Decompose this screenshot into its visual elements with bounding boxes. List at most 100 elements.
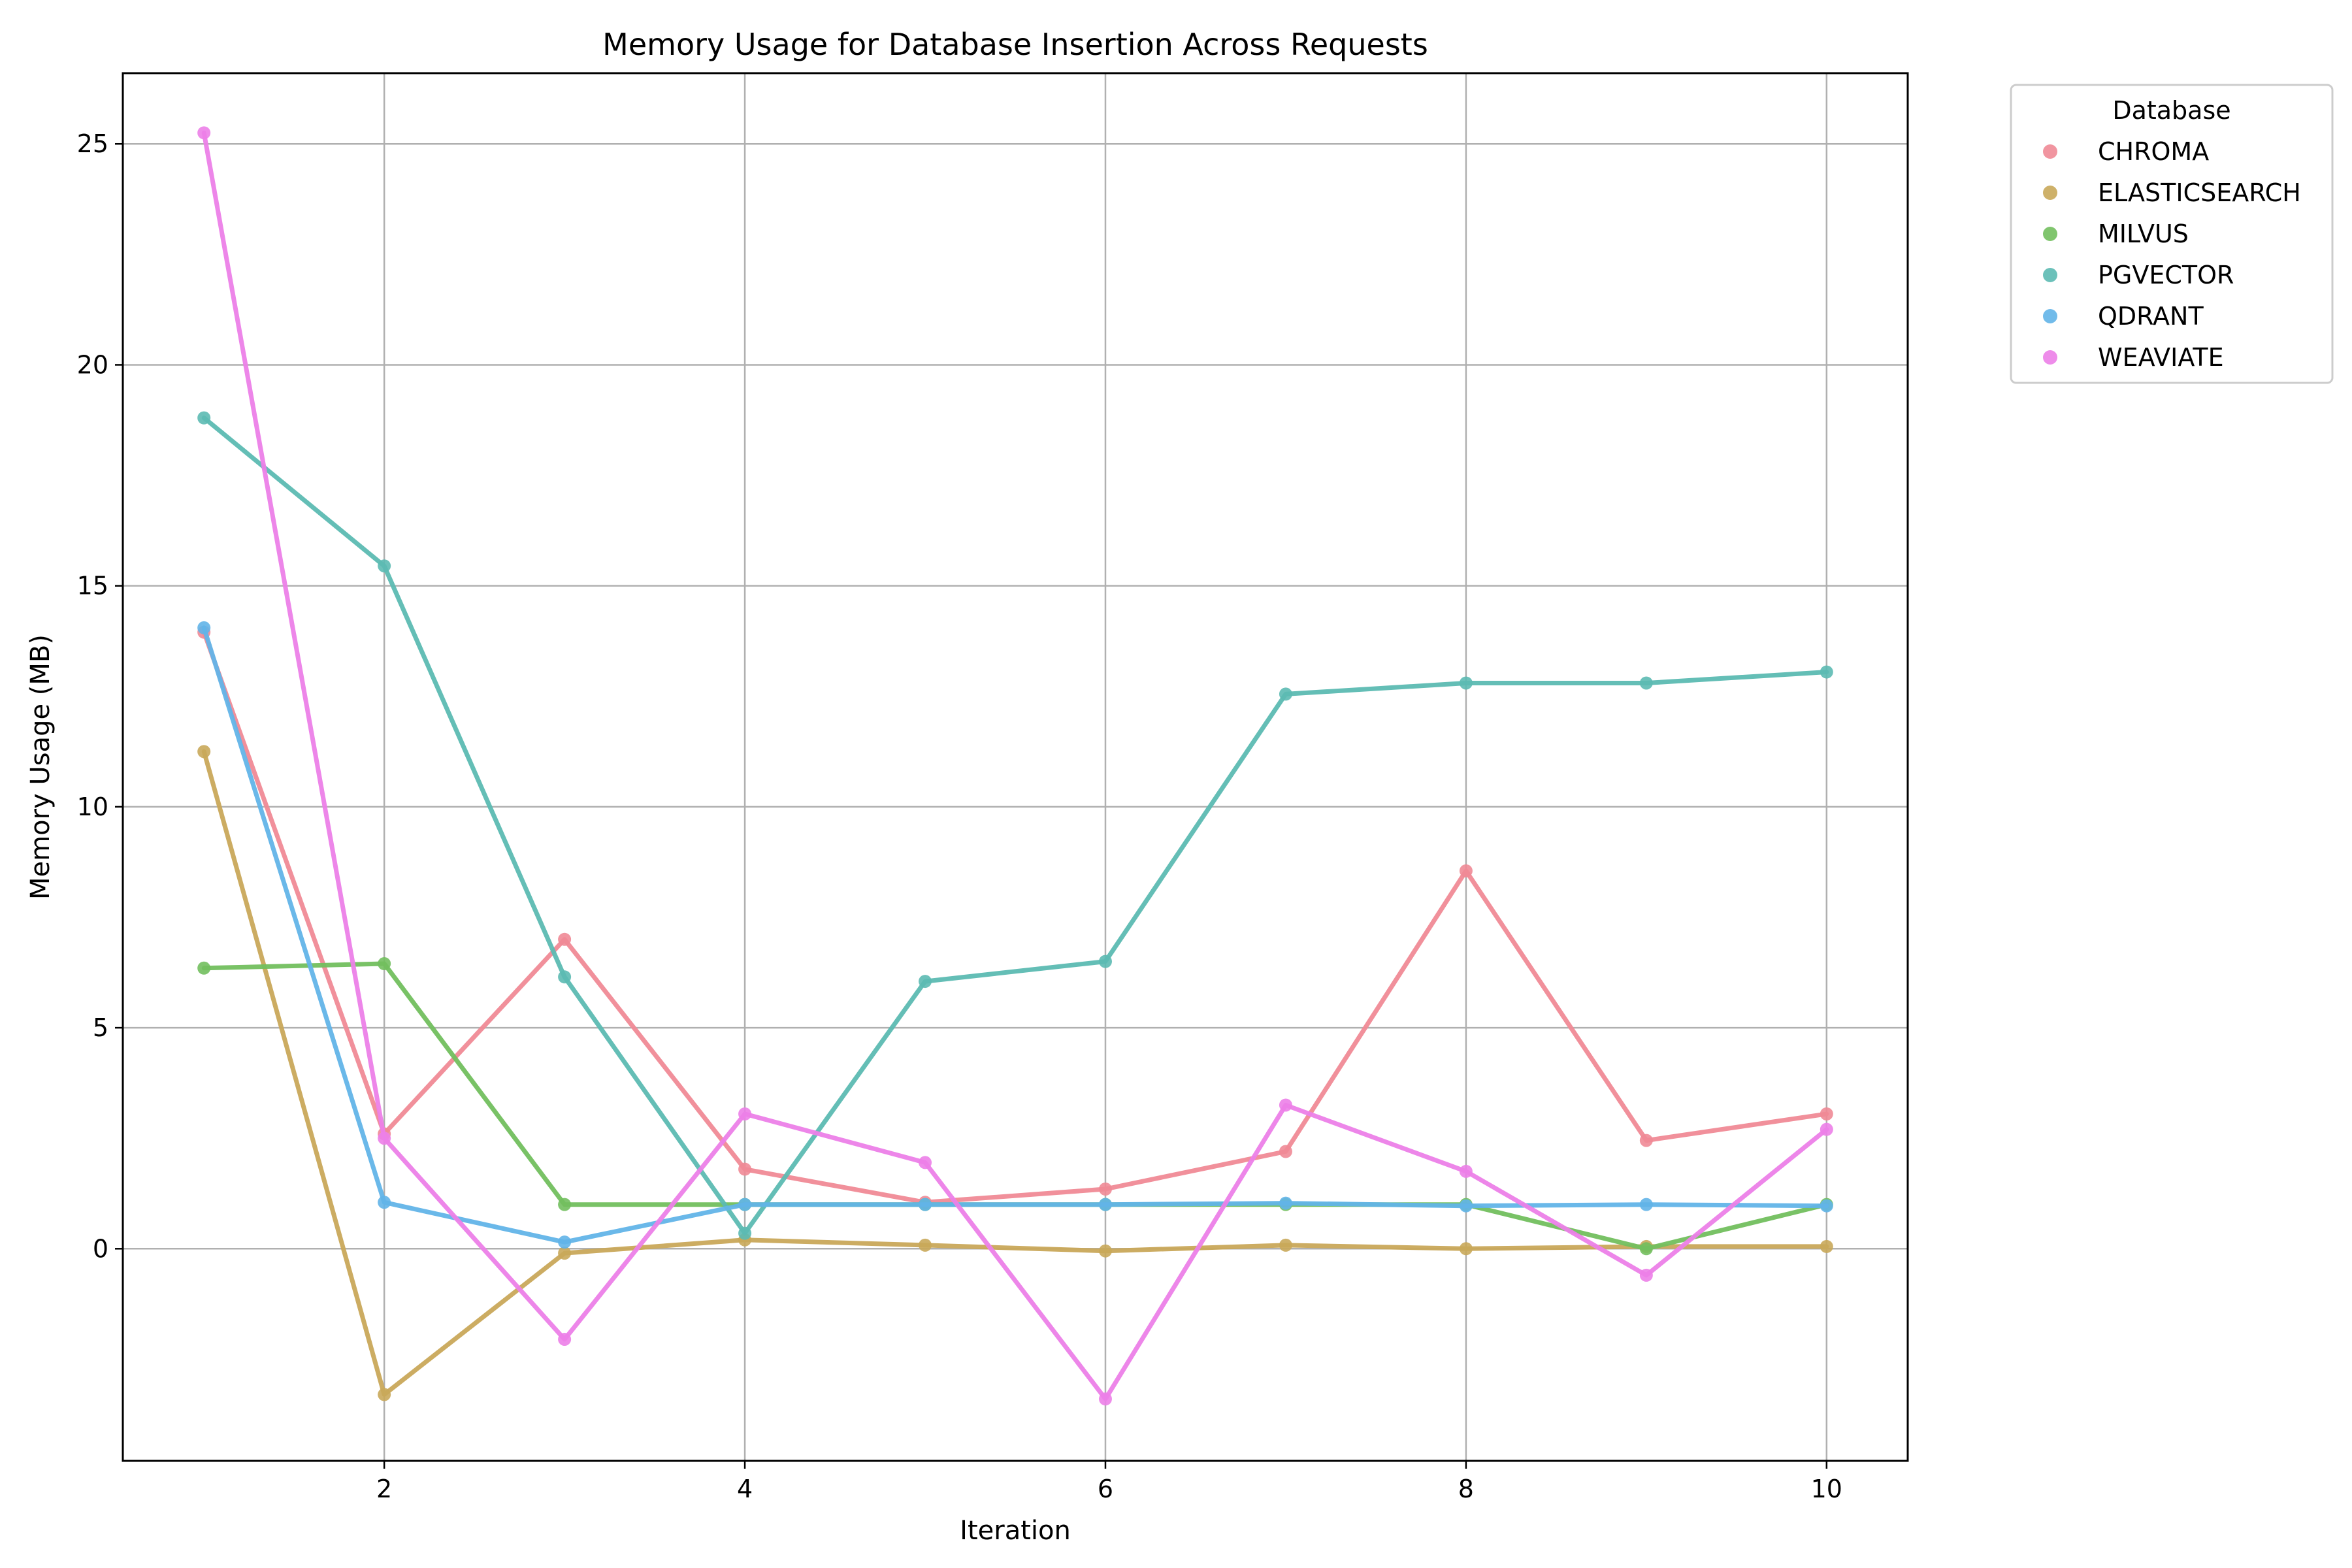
series-line [201,630,1829,1205]
legend-marker [2043,227,2057,241]
data-point [1279,1196,1292,1210]
data-point [1098,1244,1112,1258]
chart-title: Memory Usage for Database Insertion Acro… [602,27,1428,62]
y-axis-label: Memory Usage (MB) [25,634,56,900]
data-point [1639,1134,1653,1147]
data-point [197,126,211,140]
legend-box [2010,84,2334,384]
data-point [1459,676,1473,690]
data-point [558,970,572,984]
legend-item: CHROMA [2043,137,2209,166]
data-point [197,961,211,975]
data-point [738,1162,752,1176]
series-pgvector [197,411,1833,1240]
plot-frame [122,72,1909,1462]
series-weaviate [197,126,1833,1406]
legend-label: QDRANT [2098,302,2204,331]
data-point [1639,676,1653,690]
data-point [378,1132,391,1145]
data-point [558,932,572,946]
legend-item: WEAVIATE [2043,343,2224,372]
legend-items: CHROMA ELASTICSEARCH MILVUS PGVECTOR QDRANT W… [2043,137,2301,372]
data-point [1459,1242,1473,1256]
legend-marker [2043,309,2057,323]
legend-item: MILVUS [2043,220,2189,248]
series-qdrant [197,621,1833,1249]
legend-marker [2043,144,2057,159]
legend-marker [2043,350,2057,365]
series-layer [197,126,1833,1406]
data-point [1279,1098,1292,1112]
x-axis-label: Iteration [960,1516,1071,1546]
legend-marker [2043,268,2057,282]
data-point [1639,1198,1653,1211]
data-point [558,1247,572,1260]
y-tick-label: 5 [93,1013,108,1042]
data-point [1098,1198,1112,1211]
legend-label: WEAVIATE [2098,343,2224,372]
data-point [197,411,211,425]
series-elasticsearch [197,745,1833,1401]
series-line [201,416,1829,1236]
y-tick-label: 25 [77,129,108,158]
y-tick-label: 0 [93,1234,108,1263]
data-point [197,745,211,759]
series-line [201,130,1829,1401]
data-point [919,1198,932,1211]
legend-item: ELASTICSEARCH [2043,178,2301,207]
legend-label: MILVUS [2098,220,2189,248]
data-point [919,1156,932,1169]
legend-item: QDRANT [2043,302,2204,331]
legend-item: PGVECTOR [2043,261,2234,289]
data-point [558,1235,572,1249]
data-point [1279,1145,1292,1158]
data-point [738,1198,752,1211]
x-tick-label: 6 [1098,1475,1113,1503]
data-point [378,957,391,971]
legend-marker [2043,186,2057,200]
data-point [558,1198,572,1211]
data-point [1459,1164,1473,1178]
data-point [1639,1242,1653,1256]
x-tick-label: 4 [737,1475,753,1503]
data-point [378,1388,391,1401]
legend-title: Database [2112,96,2230,125]
data-point [1820,1199,1833,1213]
axis-ticks: 2 4 6 8 10 0 5 10 15 20 25 [77,129,1842,1503]
x-tick-label: 8 [1458,1475,1474,1503]
legend-label: CHROMA [2098,137,2209,166]
legend: Database CHROMA ELASTICSEARCH MILVUS PGVECT… [2010,84,2334,384]
data-point [1098,1392,1112,1406]
data-point [378,1196,391,1209]
data-point [1279,1238,1292,1252]
data-point [1459,1199,1473,1213]
data-point [1820,665,1833,679]
data-point [1820,1107,1833,1120]
data-point [1459,864,1473,877]
data-point [738,1226,752,1240]
x-tick-label: 10 [1811,1475,1842,1503]
y-tick-label: 20 [77,350,108,379]
series-line [201,625,1829,1245]
series-line [201,749,1829,1397]
data-point [1098,1182,1112,1196]
data-point [1820,1122,1833,1136]
data-point [378,559,391,573]
legend-label: PGVECTOR [2098,261,2234,289]
data-point [1279,687,1292,701]
x-tick-label: 2 [376,1475,392,1503]
data-point [1098,955,1112,968]
y-tick-label: 10 [77,792,108,821]
data-point [738,1107,752,1120]
data-point [197,621,211,634]
data-point [558,1332,572,1346]
data-point [919,975,932,988]
y-tick-label: 15 [77,572,108,600]
data-point [919,1238,932,1252]
legend-label: ELASTICSEARCH [2098,178,2301,207]
data-point [1639,1268,1653,1282]
data-point [1820,1239,1833,1253]
